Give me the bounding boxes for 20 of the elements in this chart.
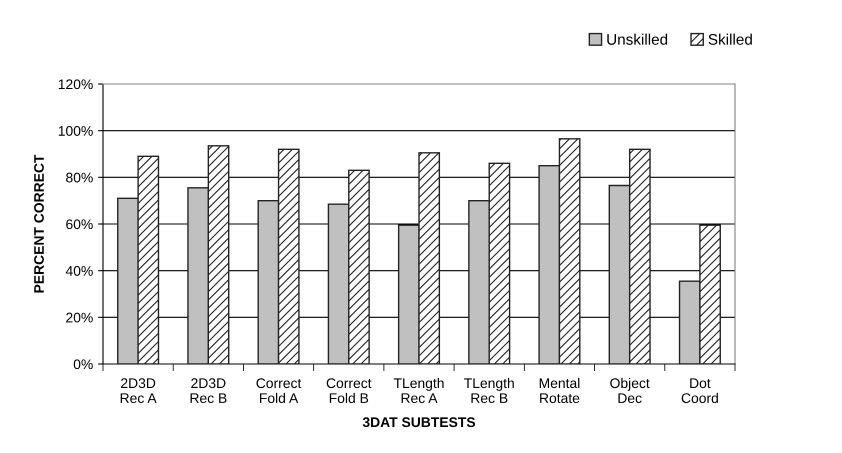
x-tick-label: TLength Rec B (464, 378, 514, 404)
y-tick-label: 40% (66, 266, 93, 276)
y-axis-title: PERCENT CORRECT (34, 154, 44, 293)
y-tick-label: 100% (58, 126, 93, 136)
y-tick-label: 20% (66, 312, 93, 323)
x-tick-label: 2D3D Rec A (120, 378, 157, 404)
y-tick-label: 0% (74, 359, 93, 370)
x-tick-label: Correct Fold B (326, 378, 372, 404)
x-tick-label: Dot Coord (682, 378, 718, 404)
legend-label: Unskilled (607, 34, 668, 45)
x-tick-label: TLength Rec A (394, 378, 444, 404)
x-tick-label: Mental Rotate (540, 378, 580, 404)
y-tick-label: 60% (66, 219, 93, 230)
legend-label: Skilled (708, 34, 752, 45)
x-tick-label: Correct Fold A (256, 378, 302, 404)
x-axis-title: 3DAT SUBTESTS (362, 417, 476, 428)
x-tick-label: Object Dec (610, 378, 650, 404)
y-tick-label: 80% (66, 172, 93, 183)
y-tick-label: 120% (58, 79, 93, 90)
x-tick-label: 2D3D Rec B (190, 378, 227, 404)
